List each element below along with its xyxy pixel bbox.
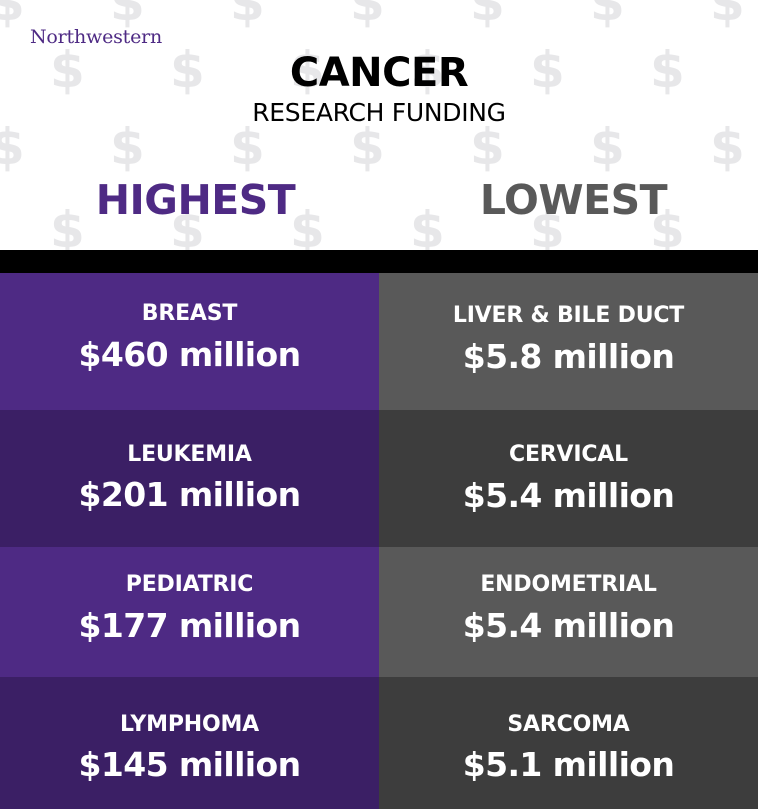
page-title: CANCER bbox=[289, 50, 469, 96]
dollar-sign-icon: $ bbox=[350, 0, 385, 32]
funding-amount: $5.1 million bbox=[462, 745, 675, 784]
dollar-sign-icon: $ bbox=[50, 201, 85, 250]
dollar-sign-icon: $ bbox=[710, 118, 745, 176]
cancer-type-label: BREAST bbox=[141, 301, 238, 326]
lowest-row-2: CERVICAL $5.4 million bbox=[379, 410, 758, 547]
cancer-type-label: CERVICAL bbox=[509, 442, 628, 467]
dollar-pattern-background: $ $ $ $ $ $ $ $ $ $ $ $ $ $ $ $ $ $ $ $ $ $ $ $ $ $ bbox=[0, 0, 758, 250]
highest-row-3: PEDIATRIC $177 million bbox=[0, 547, 379, 677]
dollar-sign-icon: $ bbox=[0, 0, 25, 32]
funding-amount: $5.8 million bbox=[462, 337, 675, 376]
cancer-type-label: PEDIATRIC bbox=[125, 572, 254, 597]
highest-row-4: LYMPHOMA $145 million bbox=[0, 677, 379, 809]
lowest-row-1: LIVER & BILE DUCT $5.8 million bbox=[379, 273, 758, 410]
dollar-sign-icon: $ bbox=[470, 118, 505, 176]
cancer-type-label: LYMPHOMA bbox=[120, 712, 259, 737]
cancer-type-label: LIVER & BILE DUCT bbox=[452, 303, 685, 328]
dollar-sign-icon: $ bbox=[530, 41, 565, 99]
dollar-sign-icon: $ bbox=[590, 118, 625, 176]
lowest-row-4: SARCOMA $5.1 million bbox=[379, 677, 758, 809]
page-subtitle: RESEARCH FUNDING bbox=[252, 98, 506, 127]
funding-amount: $460 million bbox=[78, 335, 302, 374]
dollar-sign-icon: $ bbox=[170, 201, 205, 250]
dollar-sign-icon: $ bbox=[110, 0, 145, 32]
dollar-sign-icon: $ bbox=[350, 118, 385, 176]
divider-bar bbox=[0, 250, 758, 273]
dollar-sign-icon: $ bbox=[290, 201, 325, 250]
dollar-sign-icon: $ bbox=[650, 201, 685, 250]
funding-amount: $5.4 million bbox=[462, 476, 675, 515]
dollar-sign-icon: $ bbox=[230, 118, 265, 176]
funding-amount: $177 million bbox=[78, 606, 302, 645]
dollar-sign-icon: $ bbox=[0, 118, 25, 176]
highest-heading: HIGHEST bbox=[95, 176, 296, 224]
highest-row-2: LEUKEMIA $201 million bbox=[0, 410, 379, 547]
dollar-sign-icon: $ bbox=[470, 0, 505, 32]
dollar-sign-icon: $ bbox=[170, 41, 205, 99]
header: $ $ $ $ $ $ $ $ $ $ $ $ $ $ $ $ $ $ $ $ $ $ $ $ $ $ Northwestern … bbox=[0, 0, 758, 250]
dollar-sign-icon: $ bbox=[590, 0, 625, 32]
dollar-sign-icon: $ bbox=[290, 41, 325, 99]
cancer-type-label: SARCOMA bbox=[507, 712, 630, 737]
funding-amount: $5.4 million bbox=[462, 606, 675, 645]
northwestern-logo: Northwestern bbox=[30, 26, 163, 48]
lowest-row-3: ENDOMETRIAL $5.4 million bbox=[379, 547, 758, 677]
cancer-type-label: LEUKEMIA bbox=[127, 442, 252, 467]
dollar-sign-icon: $ bbox=[110, 118, 145, 176]
dollar-sign-icon: $ bbox=[710, 0, 745, 32]
dollar-sign-icon: $ bbox=[530, 201, 565, 250]
dollar-sign-icon: $ bbox=[650, 41, 685, 99]
highest-row-1: BREAST $460 million bbox=[0, 273, 379, 410]
funding-amount: $201 million bbox=[78, 475, 302, 514]
cancer-type-label: ENDOMETRIAL bbox=[480, 572, 657, 597]
dollar-sign-icon: $ bbox=[230, 0, 265, 32]
dollar-sign-icon: $ bbox=[410, 41, 445, 99]
lowest-heading: LOWEST bbox=[479, 176, 668, 224]
dollar-sign-icon: $ bbox=[50, 41, 85, 99]
dollar-sign-icon: $ bbox=[410, 201, 445, 250]
funding-amount: $145 million bbox=[78, 745, 302, 784]
